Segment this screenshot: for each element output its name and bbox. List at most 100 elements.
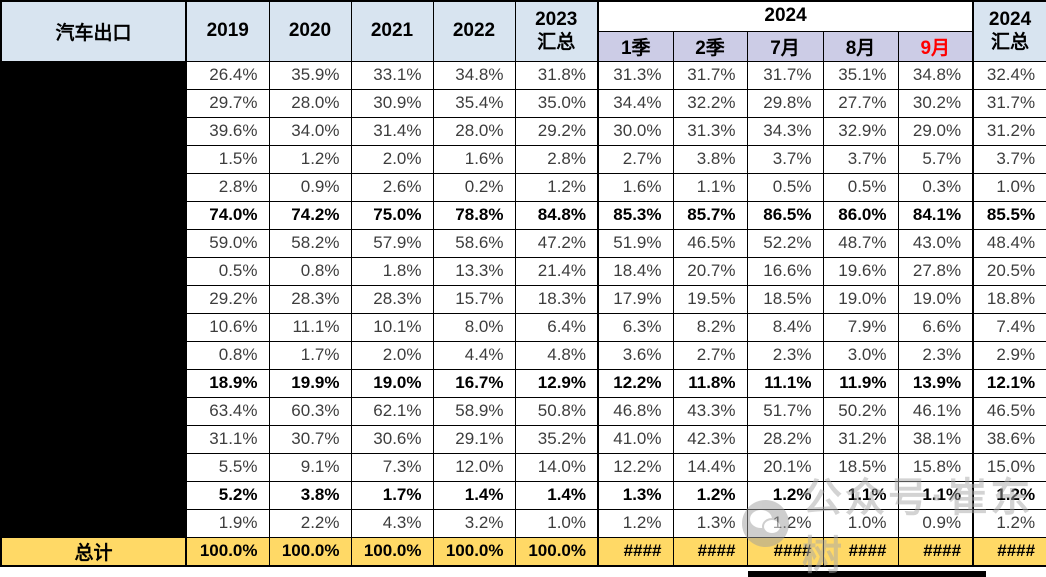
- data-cell: 26.4%: [185, 60, 270, 90]
- redacted-row-label: [0, 256, 187, 286]
- data-cell: 30.2%: [897, 88, 975, 118]
- data-cell: 28.2%: [746, 424, 824, 454]
- data-cell: 58.6%: [432, 228, 516, 258]
- data-cell: 46.1%: [897, 396, 975, 426]
- data-cell: 7.4%: [972, 312, 1046, 342]
- data-cell: 43.3%: [672, 396, 748, 426]
- redacted-row-label: [0, 452, 187, 482]
- data-cell: 3.8%: [268, 480, 352, 510]
- total-cell: ####: [897, 536, 975, 567]
- data-cell: 31.2%: [822, 424, 899, 454]
- data-cell: 32.9%: [822, 116, 899, 146]
- data-cell: 17.9%: [597, 284, 674, 314]
- table-row: 0.8% 1.7% 2.0% 4.4% 4.8% 3.6% 2.7% 2.3% 3.0% 2.3%…: [0, 340, 1046, 370]
- data-cell: 28.3%: [350, 284, 434, 314]
- data-cell: 2.7%: [597, 144, 674, 174]
- data-cell: 12.2%: [597, 368, 674, 398]
- data-cell: 3.6%: [597, 340, 674, 370]
- data-cell: 21.4%: [514, 256, 599, 286]
- data-cell: 84.1%: [897, 200, 975, 230]
- table-title-cell: 汽车出口: [0, 0, 187, 62]
- data-cell: 10.6%: [185, 312, 270, 342]
- data-cell: 1.3%: [672, 508, 748, 538]
- year-header-2022: 2022: [432, 0, 516, 62]
- data-cell: 1.7%: [268, 340, 352, 370]
- data-cell: 29.0%: [897, 116, 975, 146]
- data-cell: 51.7%: [746, 396, 824, 426]
- data-cell: 8.4%: [746, 312, 824, 342]
- col-2024-total-header: 2024 汇总: [972, 0, 1046, 62]
- data-cell: 4.3%: [350, 508, 434, 538]
- col-2024-total-line1: 2024: [988, 9, 1032, 31]
- data-cell: 3.0%: [822, 340, 899, 370]
- data-cell: 1.0%: [514, 508, 599, 538]
- data-cell: 34.8%: [432, 60, 516, 90]
- data-cell: 34.3%: [746, 116, 824, 146]
- month-header-sep: 9月: [897, 30, 975, 62]
- redacted-row-label: [0, 340, 187, 370]
- data-cell: 1.4%: [432, 480, 516, 510]
- data-cell: 31.4%: [350, 116, 434, 146]
- data-cell: 28.0%: [268, 88, 352, 118]
- redacted-row-label: [0, 228, 187, 258]
- data-cell: 1.2%: [672, 480, 748, 510]
- data-cell: 19.0%: [350, 368, 434, 398]
- data-cell: 35.9%: [268, 60, 352, 90]
- data-cell: 19.6%: [822, 256, 899, 286]
- col-2023-total-header: 2023 汇总: [514, 0, 599, 62]
- data-cell: 1.6%: [597, 172, 674, 202]
- data-cell: 1.1%: [897, 480, 975, 510]
- data-cell: 85.5%: [972, 200, 1046, 230]
- data-cell: 0.9%: [897, 508, 975, 538]
- data-cell: 0.5%: [822, 172, 899, 202]
- data-cell: 6.4%: [514, 312, 599, 342]
- data-cell: 74.0%: [185, 200, 270, 230]
- data-cell: 63.4%: [185, 396, 270, 426]
- redacted-row-label: [0, 116, 187, 146]
- data-cell: 86.0%: [822, 200, 899, 230]
- data-cell: 41.0%: [597, 424, 674, 454]
- data-cell: 27.7%: [822, 88, 899, 118]
- data-cell: 58.2%: [268, 228, 352, 258]
- data-cell: 2.3%: [897, 340, 975, 370]
- total-row: 总计 100.0% 100.0% 100.0% 100.0% 100.0% #### ####…: [0, 536, 1046, 567]
- total-cell: ####: [597, 536, 674, 567]
- data-cell: 1.5%: [185, 144, 270, 174]
- data-cell: 11.9%: [822, 368, 899, 398]
- data-cell: 46.5%: [972, 396, 1046, 426]
- data-cell: 6.3%: [597, 312, 674, 342]
- data-cell: 6.6%: [897, 312, 975, 342]
- data-cell: 31.7%: [972, 88, 1046, 118]
- table-header: 汽车出口 2019 2020 2021 2022 2023 汇总 2024 20…: [0, 0, 1046, 62]
- table-row: 63.4% 60.3% 62.1% 58.9% 50.8% 46.8% 43.3% 51.7%…: [0, 396, 1046, 426]
- data-cell: 12.0%: [432, 452, 516, 482]
- data-cell: 1.2%: [268, 144, 352, 174]
- data-cell: 8.0%: [432, 312, 516, 342]
- redacted-row-label: [0, 200, 187, 230]
- data-cell: 2.8%: [185, 172, 270, 202]
- redacted-row-label: [0, 424, 187, 454]
- data-cell: 33.1%: [350, 60, 434, 90]
- data-cell: 30.9%: [350, 88, 434, 118]
- data-cell: 4.4%: [432, 340, 516, 370]
- data-cell: 15.8%: [897, 452, 975, 482]
- month-header-q2: 2季: [672, 30, 748, 62]
- data-cell: 10.1%: [350, 312, 434, 342]
- data-cell: 1.0%: [972, 172, 1046, 202]
- data-cell: 2.2%: [268, 508, 352, 538]
- data-cell: 28.0%: [432, 116, 516, 146]
- data-cell: 46.8%: [597, 396, 674, 426]
- redacted-row-label: [0, 396, 187, 426]
- data-cell: 1.3%: [597, 480, 674, 510]
- data-cell: 47.2%: [514, 228, 599, 258]
- data-cell: 35.4%: [432, 88, 516, 118]
- data-cell: 19.9%: [268, 368, 352, 398]
- data-cell: 32.2%: [672, 88, 748, 118]
- data-cell: 15.7%: [432, 284, 516, 314]
- data-cell: 1.2%: [746, 508, 824, 538]
- redacted-row-label: [0, 60, 187, 90]
- col-2023-line2: 汇总: [537, 32, 576, 54]
- month-header-q1: 1季: [597, 30, 674, 62]
- data-cell: 11.1%: [746, 368, 824, 398]
- data-cell: 5.7%: [897, 144, 975, 174]
